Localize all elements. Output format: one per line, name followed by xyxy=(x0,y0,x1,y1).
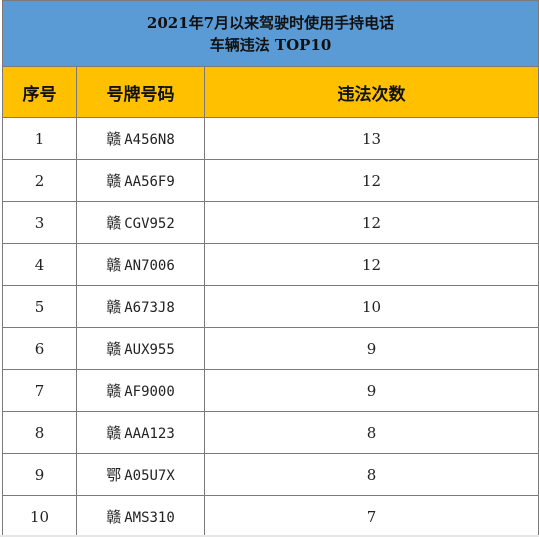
sheet-bottom-edge xyxy=(0,535,539,537)
table-row: 8 赣 AAA123 8 xyxy=(2,411,539,454)
cell-plate[interactable]: 赣 AF9000 xyxy=(76,369,205,412)
column-header-index[interactable]: 序号 xyxy=(2,66,77,118)
cell-plate[interactable]: 鄂 A05U7X xyxy=(76,453,205,496)
cell-index[interactable]: 6 xyxy=(2,327,77,370)
plate-province-prefix: 赣 xyxy=(106,424,122,442)
plate-number: AUX955 xyxy=(124,342,175,358)
plate-number: A673J8 xyxy=(124,300,175,316)
cell-plate[interactable]: 赣 AA56F9 xyxy=(76,159,205,202)
plate-province-prefix: 赣 xyxy=(106,298,122,316)
cell-count[interactable]: 12 xyxy=(203,159,539,202)
cell-plate[interactable]: 赣 AN7006 xyxy=(76,243,205,286)
cell-plate[interactable]: 赣 AMS310 xyxy=(76,495,205,537)
plate-province-prefix: 鄂 xyxy=(106,466,122,484)
plate-number: AA56F9 xyxy=(124,174,175,190)
plate-number: AN7006 xyxy=(124,258,175,274)
cell-index[interactable]: 1 xyxy=(2,117,77,160)
table-body: 1 赣 A456N8 13 2 赣 AA56F9 12 3 赣 CGV952 12 4 赣 AN7006 12… xyxy=(2,117,539,537)
cell-count[interactable]: 8 xyxy=(203,411,539,454)
column-header-plate[interactable]: 号牌号码 xyxy=(76,66,205,118)
plate-province-prefix: 赣 xyxy=(106,214,122,232)
cell-index[interactable]: 9 xyxy=(2,453,77,496)
cell-plate[interactable]: 赣 CGV952 xyxy=(76,201,205,244)
cell-plate[interactable]: 赣 A456N8 xyxy=(76,117,205,160)
plate-province-prefix: 赣 xyxy=(106,340,122,358)
plate-province-prefix: 赣 xyxy=(106,130,122,148)
cell-count[interactable]: 9 xyxy=(203,369,539,412)
plate-number: CGV952 xyxy=(124,216,175,232)
plate-province-prefix: 赣 xyxy=(106,256,122,274)
cell-index[interactable]: 4 xyxy=(2,243,77,286)
plate-province-prefix: 赣 xyxy=(106,172,122,190)
plate-province-prefix: 赣 xyxy=(106,508,122,526)
table-row: 3 赣 CGV952 12 xyxy=(2,201,539,244)
table-row: 7 赣 AF9000 9 xyxy=(2,369,539,412)
title-line-1: 2021年7月以来驾驶时使用手持电话 xyxy=(146,13,395,32)
cell-count[interactable]: 9 xyxy=(203,327,539,370)
table-row: 1 赣 A456N8 13 xyxy=(2,117,539,160)
table-title: 2021年7月以来驾驶时使用手持电话 车辆违法 TOP10 xyxy=(1,0,539,67)
plate-number: AAA123 xyxy=(124,426,175,442)
cell-count[interactable]: 12 xyxy=(203,243,539,286)
column-header-count[interactable]: 违法次数 xyxy=(203,66,539,118)
cell-plate[interactable]: 赣 AUX955 xyxy=(76,327,205,370)
cell-index[interactable]: 7 xyxy=(2,369,77,412)
table-row: 5 赣 A673J8 10 xyxy=(2,285,539,328)
cell-count[interactable]: 13 xyxy=(203,117,539,160)
cell-index[interactable]: 3 xyxy=(2,201,77,244)
cell-plate[interactable]: 赣 AAA123 xyxy=(76,411,205,454)
plate-number: AF9000 xyxy=(124,384,175,400)
table-row: 4 赣 AN7006 12 xyxy=(2,243,539,286)
plate-number: A456N8 xyxy=(124,132,175,148)
cell-index[interactable]: 8 xyxy=(2,411,77,454)
cell-index[interactable]: 10 xyxy=(2,495,77,537)
cell-index[interactable]: 5 xyxy=(2,285,77,328)
cell-count[interactable]: 12 xyxy=(203,201,539,244)
cell-count[interactable]: 8 xyxy=(203,453,539,496)
cell-count[interactable]: 7 xyxy=(203,495,539,537)
title-line-2: 车辆违法 TOP10 xyxy=(209,35,332,54)
table-row: 10 赣 AMS310 7 xyxy=(2,495,539,537)
plate-province-prefix: 赣 xyxy=(106,382,122,400)
table-row: 2 赣 AA56F9 12 xyxy=(2,159,539,202)
table-row: 9 鄂 A05U7X 8 xyxy=(2,453,539,496)
header-row: 序号 号牌号码 违法次数 xyxy=(2,66,539,118)
cell-plate[interactable]: 赣 A673J8 xyxy=(76,285,205,328)
plate-number: AMS310 xyxy=(124,510,175,526)
plate-number: A05U7X xyxy=(124,468,175,484)
cell-index[interactable]: 2 xyxy=(2,159,77,202)
table-row: 6 赣 AUX955 9 xyxy=(2,327,539,370)
title-row: 2021年7月以来驾驶时使用手持电话 车辆违法 TOP10 xyxy=(1,0,539,67)
cell-count[interactable]: 10 xyxy=(203,285,539,328)
